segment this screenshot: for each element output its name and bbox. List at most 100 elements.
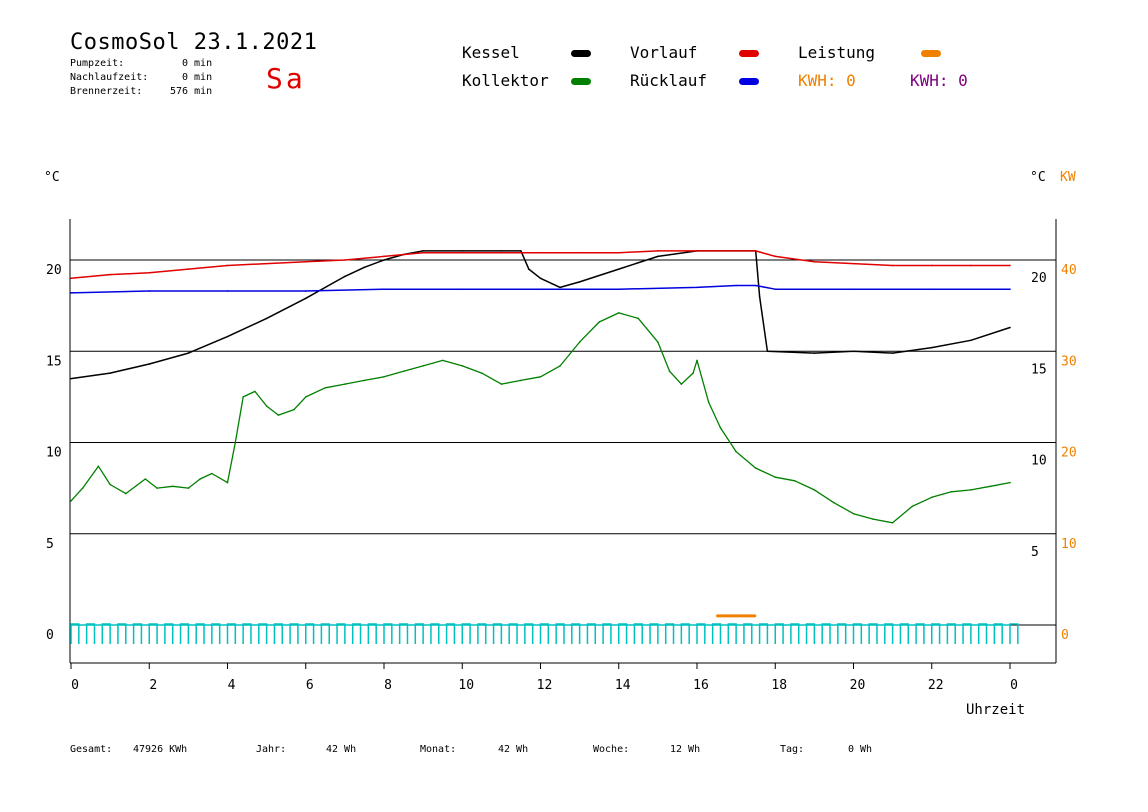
after-run-value: 0 min: [182, 72, 213, 83]
series-kessel-point: [148, 363, 151, 365]
series-kollektor-point: [144, 478, 147, 480]
series-rcklauf-point: [70, 292, 72, 294]
series-kollektor-point: [754, 467, 757, 469]
footer-total-label: Gesamt:: [70, 744, 113, 755]
weekday: Sa: [266, 62, 306, 95]
x-tick-label-9: 18: [771, 678, 787, 693]
legend-kwh-leistung: KWH: 0: [798, 71, 856, 90]
legend-kollektor-label: Kollektor: [462, 71, 549, 90]
series-kollektor-point: [872, 518, 874, 520]
series-rcklauf-point: [304, 290, 307, 292]
series-kollektor-point: [402, 370, 405, 373]
series-kollektor-point: [891, 522, 894, 524]
series-vorlauf-point: [617, 251, 620, 254]
series-vorlauf-point: [891, 264, 894, 267]
y-tick-right-c-15: 15: [1031, 362, 1047, 377]
series-vorlauf-point: [970, 264, 972, 267]
y-tick-right-c-20: 20: [1031, 271, 1047, 286]
series-kessel-point: [383, 259, 385, 261]
legend-kwh-second: KWH: 0: [910, 71, 968, 90]
series-rcklauf-point: [774, 288, 777, 291]
legend-ruecklauf-swatch: [739, 78, 759, 85]
after-run-label: Nachlaufzeit:: [70, 72, 149, 83]
series-vorlauf-point: [187, 268, 190, 270]
series-kollektor-point: [234, 441, 237, 444]
series-kollektor-point: [794, 480, 796, 482]
series-kollektor-point: [1009, 481, 1011, 484]
footer-day-label: Tag:: [780, 744, 805, 755]
series-kollektor-point: [692, 372, 694, 374]
y-tick-left-10: 10: [46, 446, 62, 461]
x-tick-label-3: 6: [306, 678, 314, 693]
footer-month-value: 42 Wh: [498, 744, 529, 755]
series-vorlauf-point: [304, 261, 307, 263]
series-kollektor-point: [293, 408, 295, 411]
series-vorlauf-point: [657, 250, 659, 252]
y-tick-left-5: 5: [46, 537, 54, 552]
series-kessel-point: [766, 350, 769, 353]
legend-kollektor-swatch: [571, 78, 591, 85]
series-kollektor-point: [304, 396, 307, 398]
series-kessel-point: [539, 277, 542, 280]
y-tick-right-c-10: 10: [1031, 454, 1047, 469]
series-kessel-point: [344, 275, 346, 278]
series-kollektor-point: [199, 478, 201, 480]
series-kollektor-point: [242, 396, 244, 398]
series-kollektor-point: [254, 390, 256, 393]
series-kessel-point: [461, 250, 464, 252]
series-rcklauf-point: [539, 288, 542, 291]
series-kessel-point: [527, 268, 530, 270]
pump-value: 0 min: [182, 58, 213, 69]
series-kollektor-point: [657, 341, 659, 343]
y-tick-left-20: 20: [46, 263, 62, 278]
series-kollektor-point: [109, 483, 111, 486]
series-kollektor-point: [930, 496, 933, 499]
series-kessel-point: [578, 281, 581, 283]
series-kessel-point: [1009, 326, 1011, 329]
legend-ruecklauf-label: Rücklauf: [630, 71, 708, 90]
series-kollektor-point: [422, 365, 424, 367]
legend-leistung-label: Leistung: [798, 43, 876, 62]
left-axis-unit: °C: [44, 170, 60, 185]
series-vorlauf-point: [70, 277, 72, 280]
series-kollektor-point: [461, 365, 464, 367]
series-vorlauf-point: [461, 251, 464, 254]
series-kollektor-point: [774, 476, 777, 478]
series-kollektor-point: [481, 372, 483, 374]
x-tick-label-7: 14: [615, 678, 631, 693]
series-kessel-point: [363, 266, 366, 269]
series-kessel-point: [422, 250, 424, 252]
series-kollektor-point: [637, 317, 640, 320]
series-kollektor-point: [363, 379, 366, 382]
x-tick-label-5: 10: [458, 678, 474, 693]
series-kessel-point: [970, 339, 972, 342]
series-kessel-point: [930, 346, 933, 349]
pump-cycle-series: [70, 623, 1019, 644]
series-kollektor-point: [70, 500, 72, 502]
series-vorlauf-point: [344, 259, 346, 261]
legend-kessel-swatch: [571, 50, 591, 57]
series-kollektor-point: [719, 427, 722, 429]
series-kollektor-point: [344, 383, 346, 385]
y-tick-right-kw-30: 30: [1061, 354, 1077, 369]
x-tick-label-10: 20: [850, 678, 866, 693]
series-kollektor-point: [187, 487, 190, 489]
series-vorlauf-point: [422, 251, 424, 254]
series-kollektor-point: [559, 365, 561, 367]
legend-vorlauf-swatch: [739, 50, 759, 57]
footer-week-label: Woche:: [593, 744, 630, 755]
right-axis-unit-kw: KW: [1060, 170, 1076, 185]
series-kessel-point: [500, 250, 503, 252]
series-kessel-point: [265, 317, 268, 320]
series-vorlauf-point: [735, 250, 737, 252]
series-rcklauf-point: [148, 290, 151, 292]
x-tick-label-4: 8: [384, 678, 392, 693]
series-kessel-point: [657, 255, 659, 258]
series-kollektor-point: [383, 376, 385, 378]
y-tick-left-0: 0: [46, 628, 54, 643]
y-tick-right-c-5: 5: [1031, 545, 1039, 560]
x-tick-label-2: 4: [228, 678, 236, 693]
series-vorlauf-point: [852, 262, 855, 265]
chart-title: CosmoSol 23.1.2021: [70, 30, 318, 55]
series-rcklauf-point: [754, 284, 757, 287]
